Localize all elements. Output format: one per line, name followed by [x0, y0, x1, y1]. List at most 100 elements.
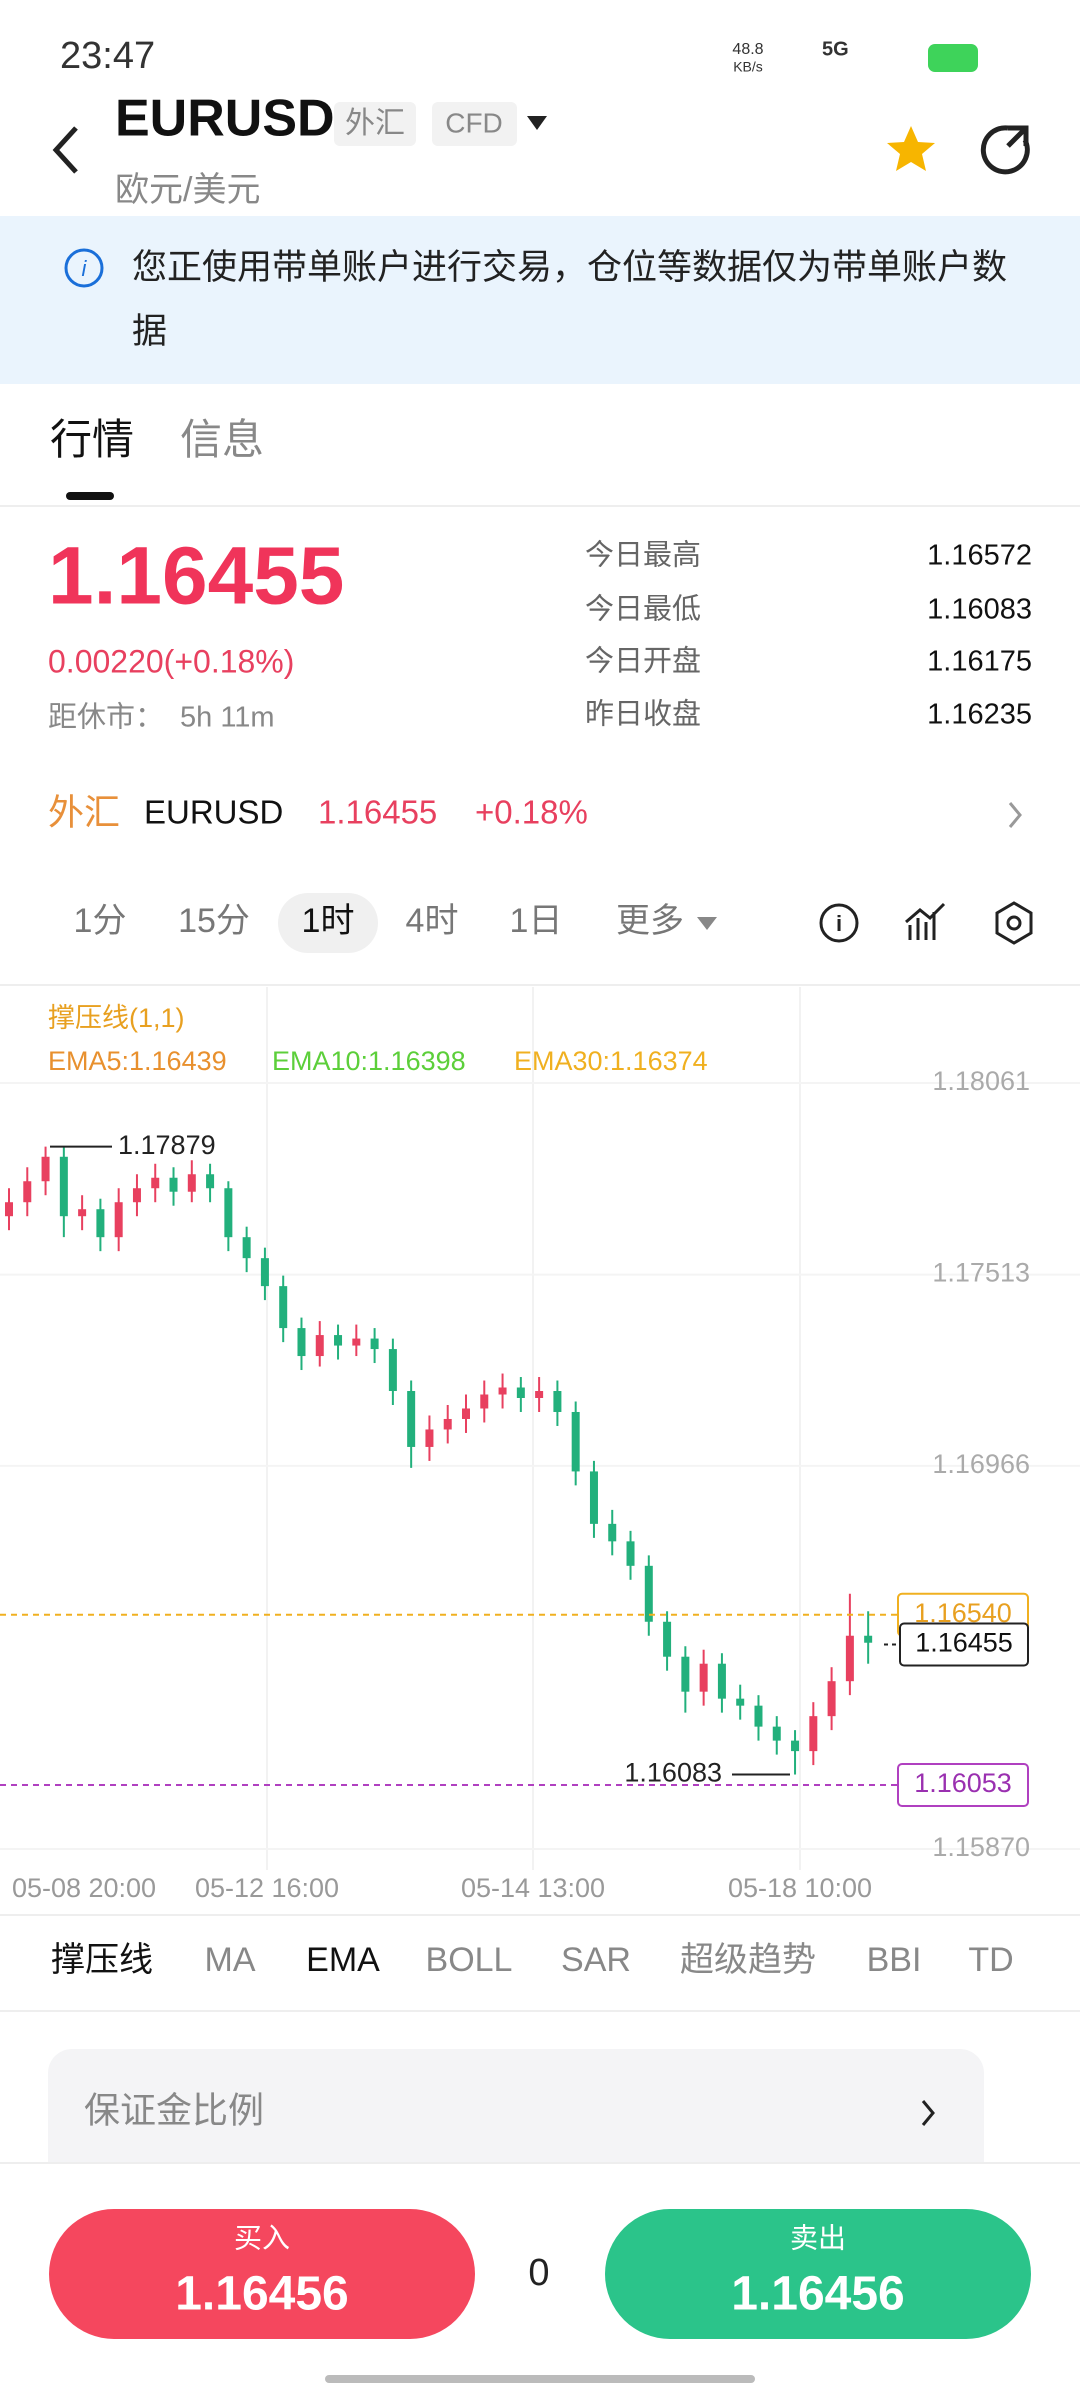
interval[interactable]: 1分	[74, 902, 127, 940]
ticker-market: 外汇	[48, 792, 120, 833]
banner-text: 您正使用带单账户进行交易，仓位等数据仅为带单账户数据	[132, 248, 1008, 351]
candle-body	[96, 1209, 105, 1238]
current-tag	[899, 1622, 1029, 1667]
battery	[928, 44, 978, 72]
candle-body	[78, 1209, 87, 1217]
candle-body	[791, 1740, 800, 1752]
tab[interactable]: 行情	[50, 416, 134, 463]
indicator-tab[interactable]: BOLL	[426, 1941, 513, 1979]
chevron[interactable]	[1008, 802, 1022, 828]
candle-body	[498, 1387, 507, 1395]
candle-body	[571, 1411, 580, 1472]
close-time: 5h 11m	[180, 702, 275, 734]
candle-body	[297, 1328, 306, 1357]
candle-body	[206, 1174, 215, 1189]
tag-bg	[334, 102, 416, 146]
tab-indicator	[66, 492, 114, 500]
candle-body	[132, 1188, 141, 1203]
candle-body	[589, 1471, 598, 1524]
candle-body	[407, 1391, 416, 1447]
candle-body	[626, 1541, 635, 1566]
ema-legend: EMA10:1.16398	[272, 1046, 466, 1076]
share-icon[interactable]	[980, 125, 1030, 175]
interval[interactable]: 4时	[406, 902, 459, 940]
stat-label: 昨日收盘	[585, 698, 701, 731]
candle-body	[827, 1681, 836, 1717]
candle-body	[5, 1202, 13, 1217]
tag: 外汇	[345, 107, 405, 140]
interval[interactable]: 1时	[302, 902, 355, 940]
settings-icon[interactable]	[995, 901, 1033, 945]
network: 5G	[822, 38, 849, 60]
candle-body	[516, 1387, 525, 1399]
candle-body	[644, 1565, 653, 1622]
stat-label: 今日最低	[585, 593, 701, 626]
sell-button[interactable]	[605, 2209, 1031, 2339]
back-icon[interactable]	[52, 126, 78, 174]
candle-body	[864, 1635, 873, 1643]
indicator-tab[interactable]: 超级趋势	[680, 1941, 816, 1979]
candle-body	[681, 1656, 690, 1692]
x-tick-label: 05-08 20:00	[12, 1873, 156, 1903]
candle-body	[425, 1429, 434, 1447]
candle-body	[169, 1177, 178, 1192]
info-icon	[64, 248, 104, 288]
y-tick-label: 1.17513	[932, 1258, 1030, 1288]
candle-body	[535, 1391, 544, 1399]
candle-body	[260, 1258, 269, 1287]
indicator-tab[interactable]: SAR	[561, 1941, 631, 1979]
candle-body	[23, 1181, 32, 1203]
candle-body	[699, 1663, 708, 1692]
indicator-tabs: 撑压线 MA EMA BOLL SAR 超级趋势 BBI TD	[51, 1941, 1014, 1979]
settings-icon-center	[1006, 915, 1022, 931]
symbol: EURUSD	[115, 90, 335, 148]
indicator-tab[interactable]: MA	[205, 1941, 256, 1979]
indicator-tab[interactable]: 撑压线	[51, 1941, 153, 1979]
interval[interactable]: 1日	[510, 902, 563, 940]
stat-label: 今日开盘	[585, 645, 701, 678]
candle-body	[242, 1237, 251, 1259]
ticker-change: +0.18%	[475, 794, 588, 831]
candle-body	[608, 1523, 617, 1542]
divider	[0, 2010, 1080, 2012]
interval[interactable]: 更多	[616, 902, 684, 940]
candle-body	[462, 1408, 470, 1419]
indicator-tab[interactable]: TD	[968, 1941, 1013, 1979]
support-tag	[897, 1763, 1029, 1808]
favorite-icon[interactable]	[887, 126, 935, 171]
candle-body	[845, 1635, 854, 1682]
candle-body	[443, 1418, 452, 1430]
low-label: 1.16083	[624, 1758, 722, 1788]
tag[interactable]: CFD	[445, 107, 503, 138]
candle-body	[736, 1698, 745, 1706]
info-icon[interactable]	[819, 903, 859, 943]
candle-body	[663, 1621, 672, 1657]
more-icon[interactable]	[697, 917, 717, 930]
indicator-tab[interactable]: BBI	[867, 1941, 922, 1979]
candle-body	[370, 1338, 379, 1350]
candle-body	[809, 1716, 818, 1752]
sell-label: 卖出	[790, 2222, 846, 2253]
candle-body	[480, 1394, 489, 1409]
stat-value: 1.16083	[927, 594, 1032, 626]
buy-button[interactable]	[49, 2209, 475, 2339]
x-tick-label: 05-14 13:00	[461, 1873, 605, 1903]
chart: 1.18061 1.17513 1.16966 1.15870 1.17879 1.160…	[0, 1066, 1080, 1862]
net-unit: KB/s	[733, 59, 763, 75]
y-tick-label: 1.16966	[932, 1449, 1030, 1479]
subtitle: 欧元/美元	[115, 171, 260, 209]
buy-label: 买入	[234, 2222, 290, 2253]
info-icon-i: i	[836, 911, 842, 936]
candle-body	[352, 1338, 361, 1346]
interval[interactable]: 15分	[178, 902, 250, 940]
ema-legend: EMA5:1.16439	[48, 1046, 227, 1076]
price-change: 0.00220(+0.18%)	[48, 643, 294, 679]
support-label: 1.16053	[914, 1768, 1012, 1798]
indicator-icon[interactable]	[905, 902, 946, 940]
dropdown-icon[interactable]	[527, 116, 547, 130]
tab[interactable]: 信息	[180, 416, 264, 463]
indicator-tab[interactable]: EMA	[306, 1941, 380, 1979]
margin-card[interactable]	[48, 2049, 984, 2189]
